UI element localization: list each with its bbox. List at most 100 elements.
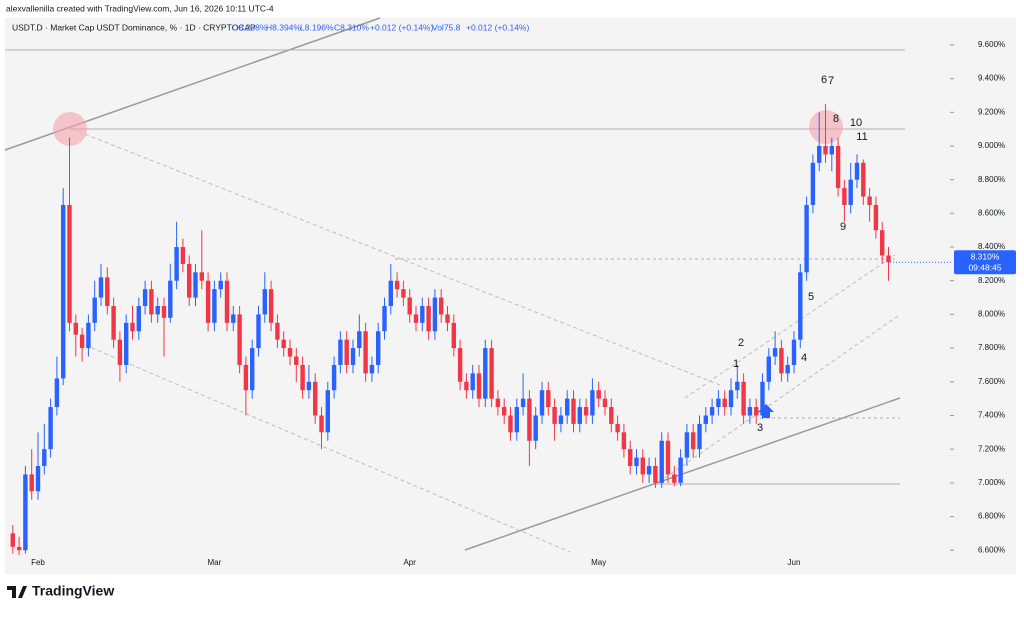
candle-body (735, 381, 740, 391)
candle-body (262, 289, 267, 315)
y-tick-label: 8.800% (978, 175, 1005, 184)
x-tick-label: May (591, 558, 606, 567)
candle-body (16, 546, 22, 551)
candle-body (35, 466, 41, 492)
candle-body (483, 348, 488, 399)
channel-line (664, 315, 899, 479)
highlight-circle (53, 112, 87, 146)
candle-body (646, 466, 652, 475)
candle-body (886, 255, 891, 263)
legend-value: H8.394% (266, 22, 301, 32)
y-tick-label: 9.000% (978, 141, 1005, 150)
candle-body (205, 280, 211, 323)
candle-body (703, 415, 708, 424)
candle-body (754, 407, 759, 416)
candle-body (29, 474, 34, 492)
credit: alexvallenilla created with TradingView.… (6, 3, 274, 13)
candle-body (779, 348, 784, 374)
wave-label: 2 (738, 337, 744, 349)
legend-value: C8.310% (334, 22, 369, 32)
candle-body (848, 179, 853, 205)
candle-body (73, 322, 78, 335)
candle-body (61, 204, 66, 379)
countdown: 09:48:45 (968, 262, 1001, 272)
candle-body (457, 348, 463, 382)
candle-body (571, 398, 576, 424)
candle-body (628, 449, 633, 466)
candle-body (432, 297, 438, 332)
y-tick-label: 6.600% (978, 545, 1005, 554)
candle-body (231, 314, 236, 323)
wave-label: 7 (828, 75, 834, 87)
candle-body (602, 398, 608, 408)
candle-body (357, 331, 362, 349)
candle-body (149, 289, 154, 315)
x-tick-label: Mar (208, 558, 222, 567)
candle-body (306, 381, 312, 391)
candle-body (130, 322, 135, 332)
candle-body (111, 306, 116, 340)
candle-body (747, 407, 753, 416)
candle-body (722, 398, 727, 408)
candle-body (615, 423, 620, 433)
candles (10, 103, 891, 556)
candle-body (741, 381, 746, 416)
y-tick-label: 9.600% (978, 40, 1005, 49)
candle-body (684, 432, 690, 458)
candle-body (489, 348, 494, 399)
candle-body (394, 280, 400, 290)
candle-body (659, 440, 664, 483)
wave-label: 1 (733, 358, 739, 370)
candle-body (810, 162, 816, 205)
candle-body (142, 289, 148, 306)
candle-body (533, 415, 538, 441)
wave-label: 5 (808, 291, 814, 303)
candle-body (823, 146, 828, 155)
candle-body (672, 474, 677, 483)
candle-body (798, 272, 803, 340)
candle-body (527, 398, 532, 441)
wave-label: 8 (833, 113, 839, 125)
x-tick-label: Jun (788, 558, 801, 567)
y-tick-label: 8.600% (978, 208, 1005, 217)
x-tick-label: Feb (31, 558, 45, 567)
candle-body (640, 457, 645, 475)
candle-body (552, 407, 557, 424)
legend-value: +0.012 (+0.14%) (370, 22, 433, 32)
candle-body (835, 146, 841, 189)
candle-body (187, 263, 192, 298)
candle-body (502, 407, 507, 416)
candle-body (665, 440, 671, 475)
price-label-box (954, 250, 1016, 275)
candle-body (785, 364, 790, 374)
channel-line (84, 344, 571, 553)
candle-body (451, 322, 456, 349)
candle-body (867, 196, 872, 205)
wave-label: 3 (757, 422, 763, 434)
candle-body (155, 306, 160, 315)
y-tick-label: 6.800% (978, 512, 1005, 521)
candle-body (268, 289, 274, 323)
candle-body (653, 466, 658, 483)
candle-body (199, 272, 204, 281)
candle-body (287, 348, 293, 357)
y-tick-label: 8.200% (978, 276, 1005, 285)
candle-body (413, 314, 419, 323)
candle-body (476, 373, 482, 399)
candle-body (174, 247, 179, 281)
candle-body (161, 306, 167, 318)
y-tick-label: 7.600% (978, 377, 1005, 386)
candle-body (772, 348, 778, 357)
candle-body (376, 331, 381, 365)
candle-body (117, 339, 123, 365)
candle-body (193, 272, 198, 298)
candle-body (829, 146, 834, 155)
y-tick-label: 9.200% (978, 107, 1005, 116)
candle-body (583, 407, 589, 416)
candle-body (697, 423, 702, 450)
candle-body (48, 407, 53, 450)
candle-body (590, 390, 595, 416)
wave-label: 11 (856, 131, 867, 143)
candle-body (180, 247, 186, 264)
